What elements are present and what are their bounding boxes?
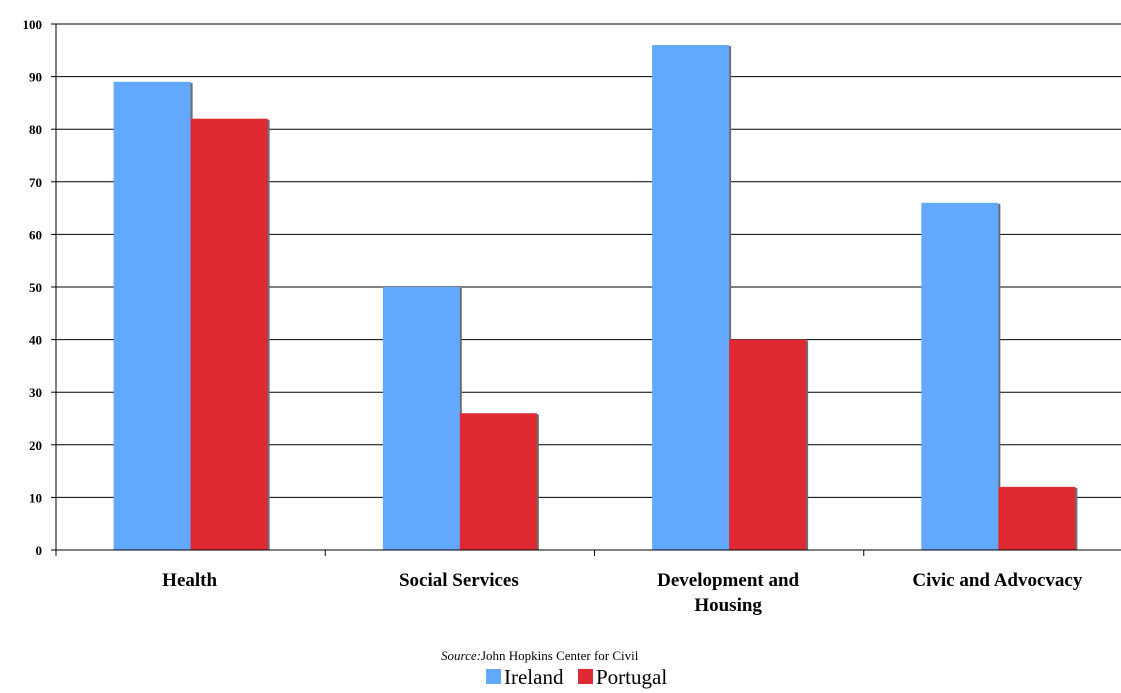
y-tick-label: 0 (36, 543, 43, 558)
y-tick-label: 80 (29, 122, 42, 137)
y-tick-label: 50 (29, 280, 42, 295)
y-tick-label: 70 (29, 175, 42, 190)
source-label: Source: (441, 648, 481, 663)
axes: 0 10 20 30 40 50 60 70 80 90 100 (23, 17, 1121, 558)
source-text: John Hopkins Center for Civil (481, 648, 639, 663)
bar-portugal-2 (729, 339, 807, 550)
legend: Ireland Portugal (486, 665, 667, 689)
y-tick-label: 90 (29, 70, 42, 85)
category-label-line: Health (162, 570, 217, 591)
bar-portugal-1 (459, 413, 537, 550)
bar-portugal-0 (190, 118, 268, 551)
category-label-line: Housing (694, 595, 762, 616)
category-label-line: Social Services (399, 570, 519, 591)
bar-portugal-3 (998, 486, 1076, 550)
bar-ireland-1 (382, 287, 460, 550)
y-tick-label: 100 (23, 17, 43, 32)
bar-ireland-0 (113, 81, 191, 551)
category-label: Health (162, 570, 217, 591)
legend-swatch-ireland (486, 669, 501, 684)
category-label-line: Civic and Advocvacy (912, 570, 1082, 591)
bar-ireland-2 (652, 45, 730, 550)
y-tick-label: 10 (29, 490, 42, 505)
bars (113, 45, 1078, 551)
y-tick-label: 60 (29, 227, 42, 242)
category-label: Development and Housing (657, 570, 799, 616)
bar-ireland-3 (921, 202, 999, 550)
legend-label-ireland: Ireland (504, 665, 564, 689)
legend-label-portugal: Portugal (596, 665, 667, 689)
category-label: Social Services (399, 570, 519, 591)
category-label: Civic and Advocvacy (912, 570, 1082, 591)
source-note: Source:John Hopkins Center for Civil (441, 648, 639, 663)
y-tick-label: 30 (29, 385, 42, 400)
labels: Health Social Services Development and Hous… (162, 570, 1083, 616)
legend-swatch-portugal (578, 669, 593, 684)
category-label-line: Development and (657, 570, 799, 591)
y-tick-label: 40 (29, 333, 42, 348)
y-tick-label: 20 (29, 438, 42, 453)
